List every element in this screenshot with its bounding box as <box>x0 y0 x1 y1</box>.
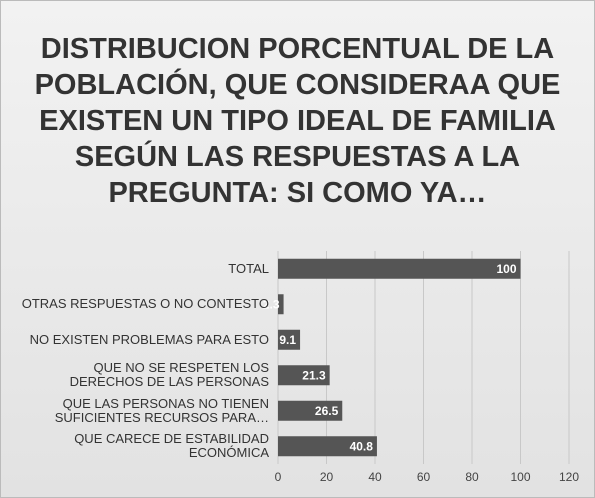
bar <box>278 329 301 350</box>
y-tick-label: OTRAS RESPUESTAS O NO CONTESTO <box>21 296 269 312</box>
x-tick-label: 100 <box>510 470 530 484</box>
y-tick-label: TOTAL <box>228 260 269 276</box>
x-tick-label: 20 <box>320 470 334 484</box>
x-tick-label: 80 <box>465 470 479 484</box>
y-tick-label: QUE NO SE RESPETEN LOS DERECHOS DE LAS P… <box>69 360 269 390</box>
bar <box>278 294 284 315</box>
x-tick-label: 120 <box>559 470 579 484</box>
data-label: 21.3 <box>302 368 326 382</box>
bar <box>278 258 521 279</box>
x-tick-label: 40 <box>368 470 382 484</box>
data-label: 2.3 <box>263 297 280 311</box>
data-label: 9.1 <box>279 333 296 347</box>
x-tick-label: 60 <box>417 470 431 484</box>
bar <box>278 400 343 421</box>
data-label: 100 <box>496 262 516 276</box>
chart-title: DISTRIBUCION PORCENTUAL DE LA POBLACIÓN,… <box>34 33 561 209</box>
y-tick-label: NO EXISTEN PROBLEMAS PARA ESTO <box>29 331 269 347</box>
x-tick-label: 0 <box>275 470 282 484</box>
bar <box>278 365 330 386</box>
bar <box>278 436 377 457</box>
data-label: 26.5 <box>315 404 339 418</box>
data-label: 40.8 <box>350 439 374 453</box>
y-tick-label: QUE LAS PERSONAS NO TIENEN SUFICIENTES R… <box>54 395 269 425</box>
y-tick-label: QUE CARECE DE ESTABILIDAD ECONÓMICA <box>74 431 269 461</box>
